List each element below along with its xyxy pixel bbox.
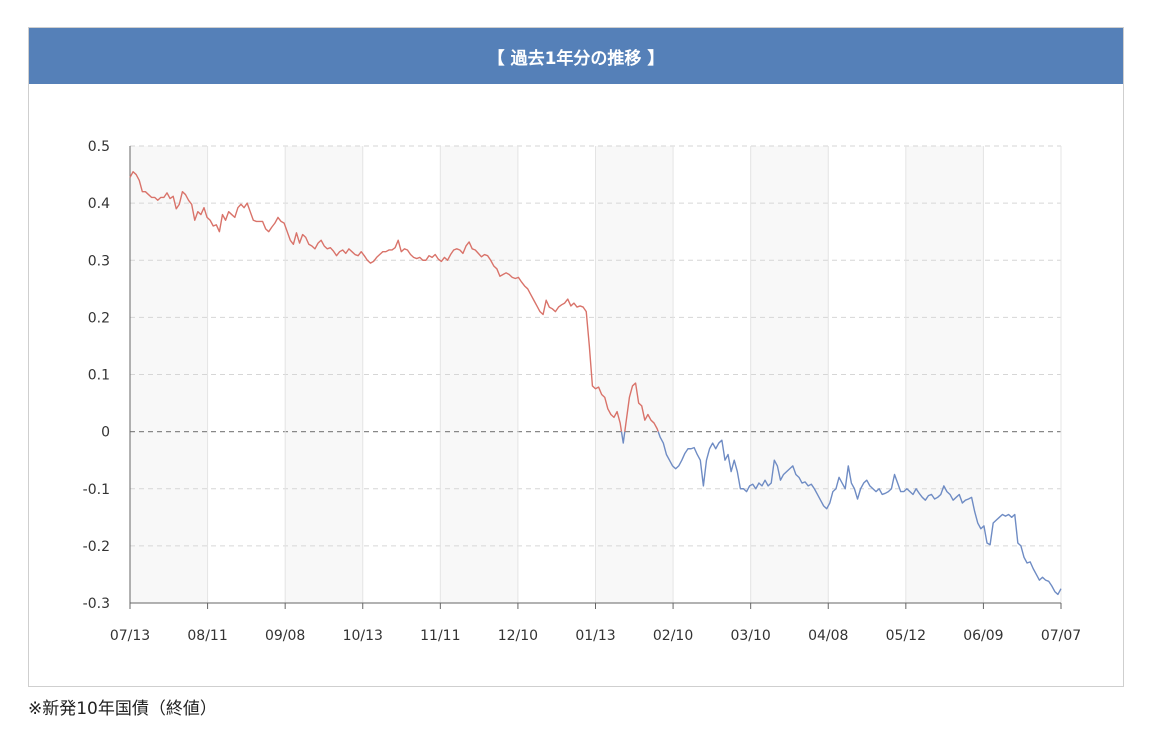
x-tick-label: 06/09 [963,628,1003,644]
x-tick-label: 04/08 [808,628,848,644]
series-lines [129,171,1062,596]
series-line-positive [129,171,623,432]
x-tick-label: 10/13 [343,628,383,644]
x-tick-labels: 07/13 08/11 09/08 10/13 11/11 12/10 01/13 02/10… [110,628,1081,644]
y-tick-labels: 0.5 0.4 0.3 0.2 0.1 0 -0.1 -0.2 -0.3 [83,139,110,612]
plot-band [440,146,518,603]
y-tick-label: -0.3 [83,596,110,612]
chart-panel: 【 過去1年分の推移 】 0.5 0.4 0.3 0.2 0.1 0 -0.1 -0.2 -0.… [28,27,1124,687]
x-tick-label: 07/13 [110,628,150,644]
x-tick-label: 11/11 [420,628,460,644]
series-line-negative [657,431,1062,596]
series-line-negative [620,431,626,444]
x-tick-label: 12/10 [498,628,538,644]
x-tick-label: 03/10 [730,628,770,644]
x-tick-label: 05/12 [886,628,926,644]
y-tick-label: 0.3 [88,253,110,269]
y-tick-label: -0.2 [83,539,110,555]
x-tick-label: 09/08 [265,628,305,644]
series-line-positive [624,382,659,432]
y-tick-label: -0.1 [83,482,110,498]
y-tick-label: 0 [101,425,110,441]
y-tick-label: 0.1 [88,368,110,384]
x-tick-label: 02/10 [653,628,693,644]
x-tick-label: 07/07 [1041,628,1081,644]
x-tick-label: 01/13 [575,628,615,644]
y-tick-label: 0.5 [88,139,110,155]
chart-title: 【 過去1年分の推移 】 [29,28,1123,84]
gridlines [129,145,1062,603]
axes [129,146,1062,609]
y-tick-label: 0.2 [88,310,110,326]
x-tick-label: 08/11 [187,628,227,644]
footnote: ※新発10年国債（終値） [28,699,217,719]
y-tick-label: 0.4 [88,196,110,212]
line-chart: 0.50.40.30.20.10-0.1-0.2-0.3 07/13 08/11 0… [83,139,1082,644]
